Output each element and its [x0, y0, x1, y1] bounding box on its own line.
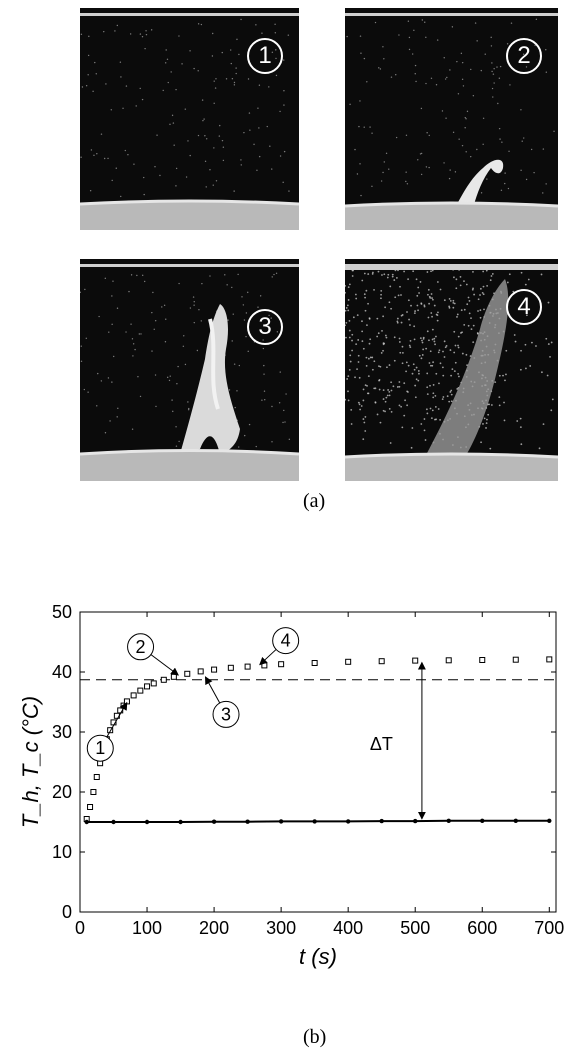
marker-2-arrow — [150, 654, 179, 676]
marker-2-label: 2 — [136, 637, 146, 657]
y-tick-label-0: 0 — [62, 902, 72, 922]
image-panel-1: 1 — [80, 8, 299, 230]
series-0-point-1 — [87, 804, 94, 810]
panel-2-art — [345, 13, 558, 230]
x-tick-label-6: 600 — [467, 918, 497, 938]
series-0-point-33 — [546, 656, 553, 663]
y-tick-label-3: 30 — [52, 722, 72, 742]
series-0-point-26 — [311, 660, 318, 666]
series-0-point-20 — [197, 668, 204, 675]
series-0-point-16 — [150, 680, 157, 687]
caption-a: (a) — [303, 490, 326, 512]
series-0-point-15 — [144, 683, 151, 690]
y-tick-label-4: 40 — [52, 662, 72, 682]
series-0-point-28 — [378, 658, 385, 665]
y-tick-label-1: 10 — [52, 842, 72, 862]
series-0-point-23 — [244, 663, 251, 670]
y-axis-label: T_h, T_c (°C) — [18, 696, 43, 828]
marker-2-circle — [127, 633, 155, 661]
marker-3-circle — [212, 700, 240, 728]
marker-3-label: 3 — [221, 704, 231, 724]
series-0-point-30 — [445, 657, 452, 664]
marker-3-arrow — [204, 676, 221, 704]
marker-4-arrow — [259, 649, 277, 666]
delta-t-label: ΔT — [370, 734, 393, 754]
panel-1-art — [80, 13, 299, 230]
series-0-point-13 — [130, 692, 137, 699]
series-0-point-14 — [137, 687, 144, 694]
series-0-point-21 — [211, 666, 218, 673]
series-0-point-18 — [170, 673, 177, 680]
series-0-point-7 — [107, 727, 114, 734]
series-0-point-17 — [160, 676, 167, 683]
y-tick-label-5: 50 — [52, 602, 72, 622]
series-0-point-24 — [261, 662, 268, 669]
plot-frame — [79, 611, 557, 913]
x-tick-label-0: 0 — [75, 918, 85, 938]
temperature-chart: 0 100 200 300 400 500 600 700 0 10 20 30 40 50 ΔT 1 2 3 4 t… — [18, 602, 564, 969]
image-panel-4: 4 — [345, 259, 558, 481]
caption-b: (b) — [303, 1026, 327, 1048]
x-tick-label-1: 100 — [132, 918, 162, 938]
x-tick-label-4: 400 — [333, 918, 363, 938]
series-0-point-29 — [412, 657, 419, 664]
x-tick-label-7: 700 — [534, 918, 564, 938]
marker-4-circle — [272, 627, 300, 655]
panel-2-badge: 2 — [506, 38, 542, 74]
x-tick-label-3: 300 — [266, 918, 296, 938]
series-0-point-27 — [345, 658, 352, 665]
series-0-point-32 — [512, 656, 519, 663]
x-tick-label-2: 200 — [199, 918, 229, 938]
image-panel-3: 3 — [80, 259, 299, 481]
x-tick-label-5: 500 — [400, 918, 430, 938]
panel-3-badge: 3 — [247, 309, 283, 345]
panel-1-badge: 1 — [247, 38, 283, 74]
image-panel-2: 2 — [345, 8, 558, 230]
panel-4-art — [345, 264, 558, 481]
y-tick-label-2: 20 — [52, 782, 72, 802]
series-1-line — [86, 819, 550, 823]
series-0-point-2 — [90, 789, 97, 795]
series-0-point-3 — [93, 774, 100, 780]
panel-3-art — [80, 264, 299, 481]
marker-4-label: 4 — [281, 631, 291, 651]
series-0-point-22 — [227, 664, 234, 671]
marker-1-label: 1 — [95, 738, 105, 758]
series-0-point-25 — [278, 661, 285, 668]
marker-1-arrow — [106, 701, 128, 738]
series-0-point-19 — [184, 670, 191, 677]
panel-4-badge: 4 — [506, 289, 542, 325]
x-axis-label: t (s) — [299, 944, 337, 969]
marker-1-circle — [86, 734, 114, 762]
series-0-point-31 — [479, 657, 486, 663]
